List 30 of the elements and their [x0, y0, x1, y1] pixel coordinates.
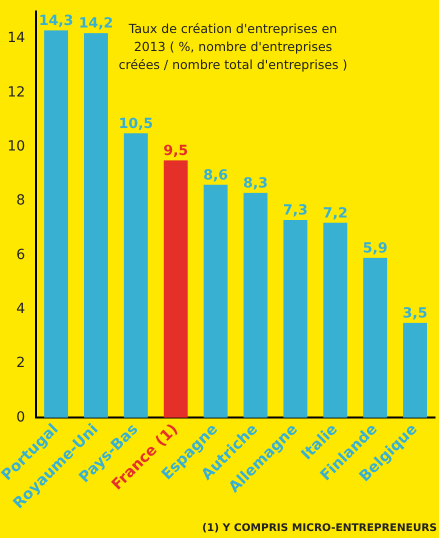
bar [124, 133, 148, 418]
bar [84, 33, 108, 418]
y-tick-label: 14 [7, 30, 26, 46]
y-tick-label: 4 [16, 301, 26, 318]
data-label: 7,3 [282, 202, 308, 219]
bar [363, 258, 388, 418]
bar [283, 220, 308, 418]
y-tick-label: 2 [16, 355, 26, 372]
y-tick-label: 0 [16, 409, 26, 426]
y-tick-label: 6 [16, 246, 26, 263]
bar [164, 160, 188, 418]
y-tick-label: 12 [7, 84, 26, 100]
data-label: 5,9 [362, 240, 388, 257]
bar [244, 192, 268, 418]
bar [44, 30, 68, 418]
text: (1) Y COMPRIS MICRO-ENTREPRENEURS [202, 522, 437, 534]
y-tick-label: 10 [7, 138, 26, 154]
text: Taux de création d'entreprises en 2013 ( %, nombre d'entreprises créées / nombre total d'entreprises ) [118, 20, 348, 74]
data-label: 7,2 [322, 205, 348, 222]
data-label: 8,6 [203, 167, 228, 184]
data-label: 14,2 [78, 16, 114, 32]
data-label: 9,5 [163, 143, 188, 160]
data-label: 8,3 [243, 176, 268, 192]
bar [204, 184, 228, 418]
data-label: 3,5 [402, 306, 428, 322]
bar [323, 222, 348, 418]
data-label: 14,3 [38, 13, 74, 30]
data-label: 10,5 [118, 116, 154, 132]
y-tick-label: 8 [16, 192, 26, 209]
bar [403, 322, 428, 418]
